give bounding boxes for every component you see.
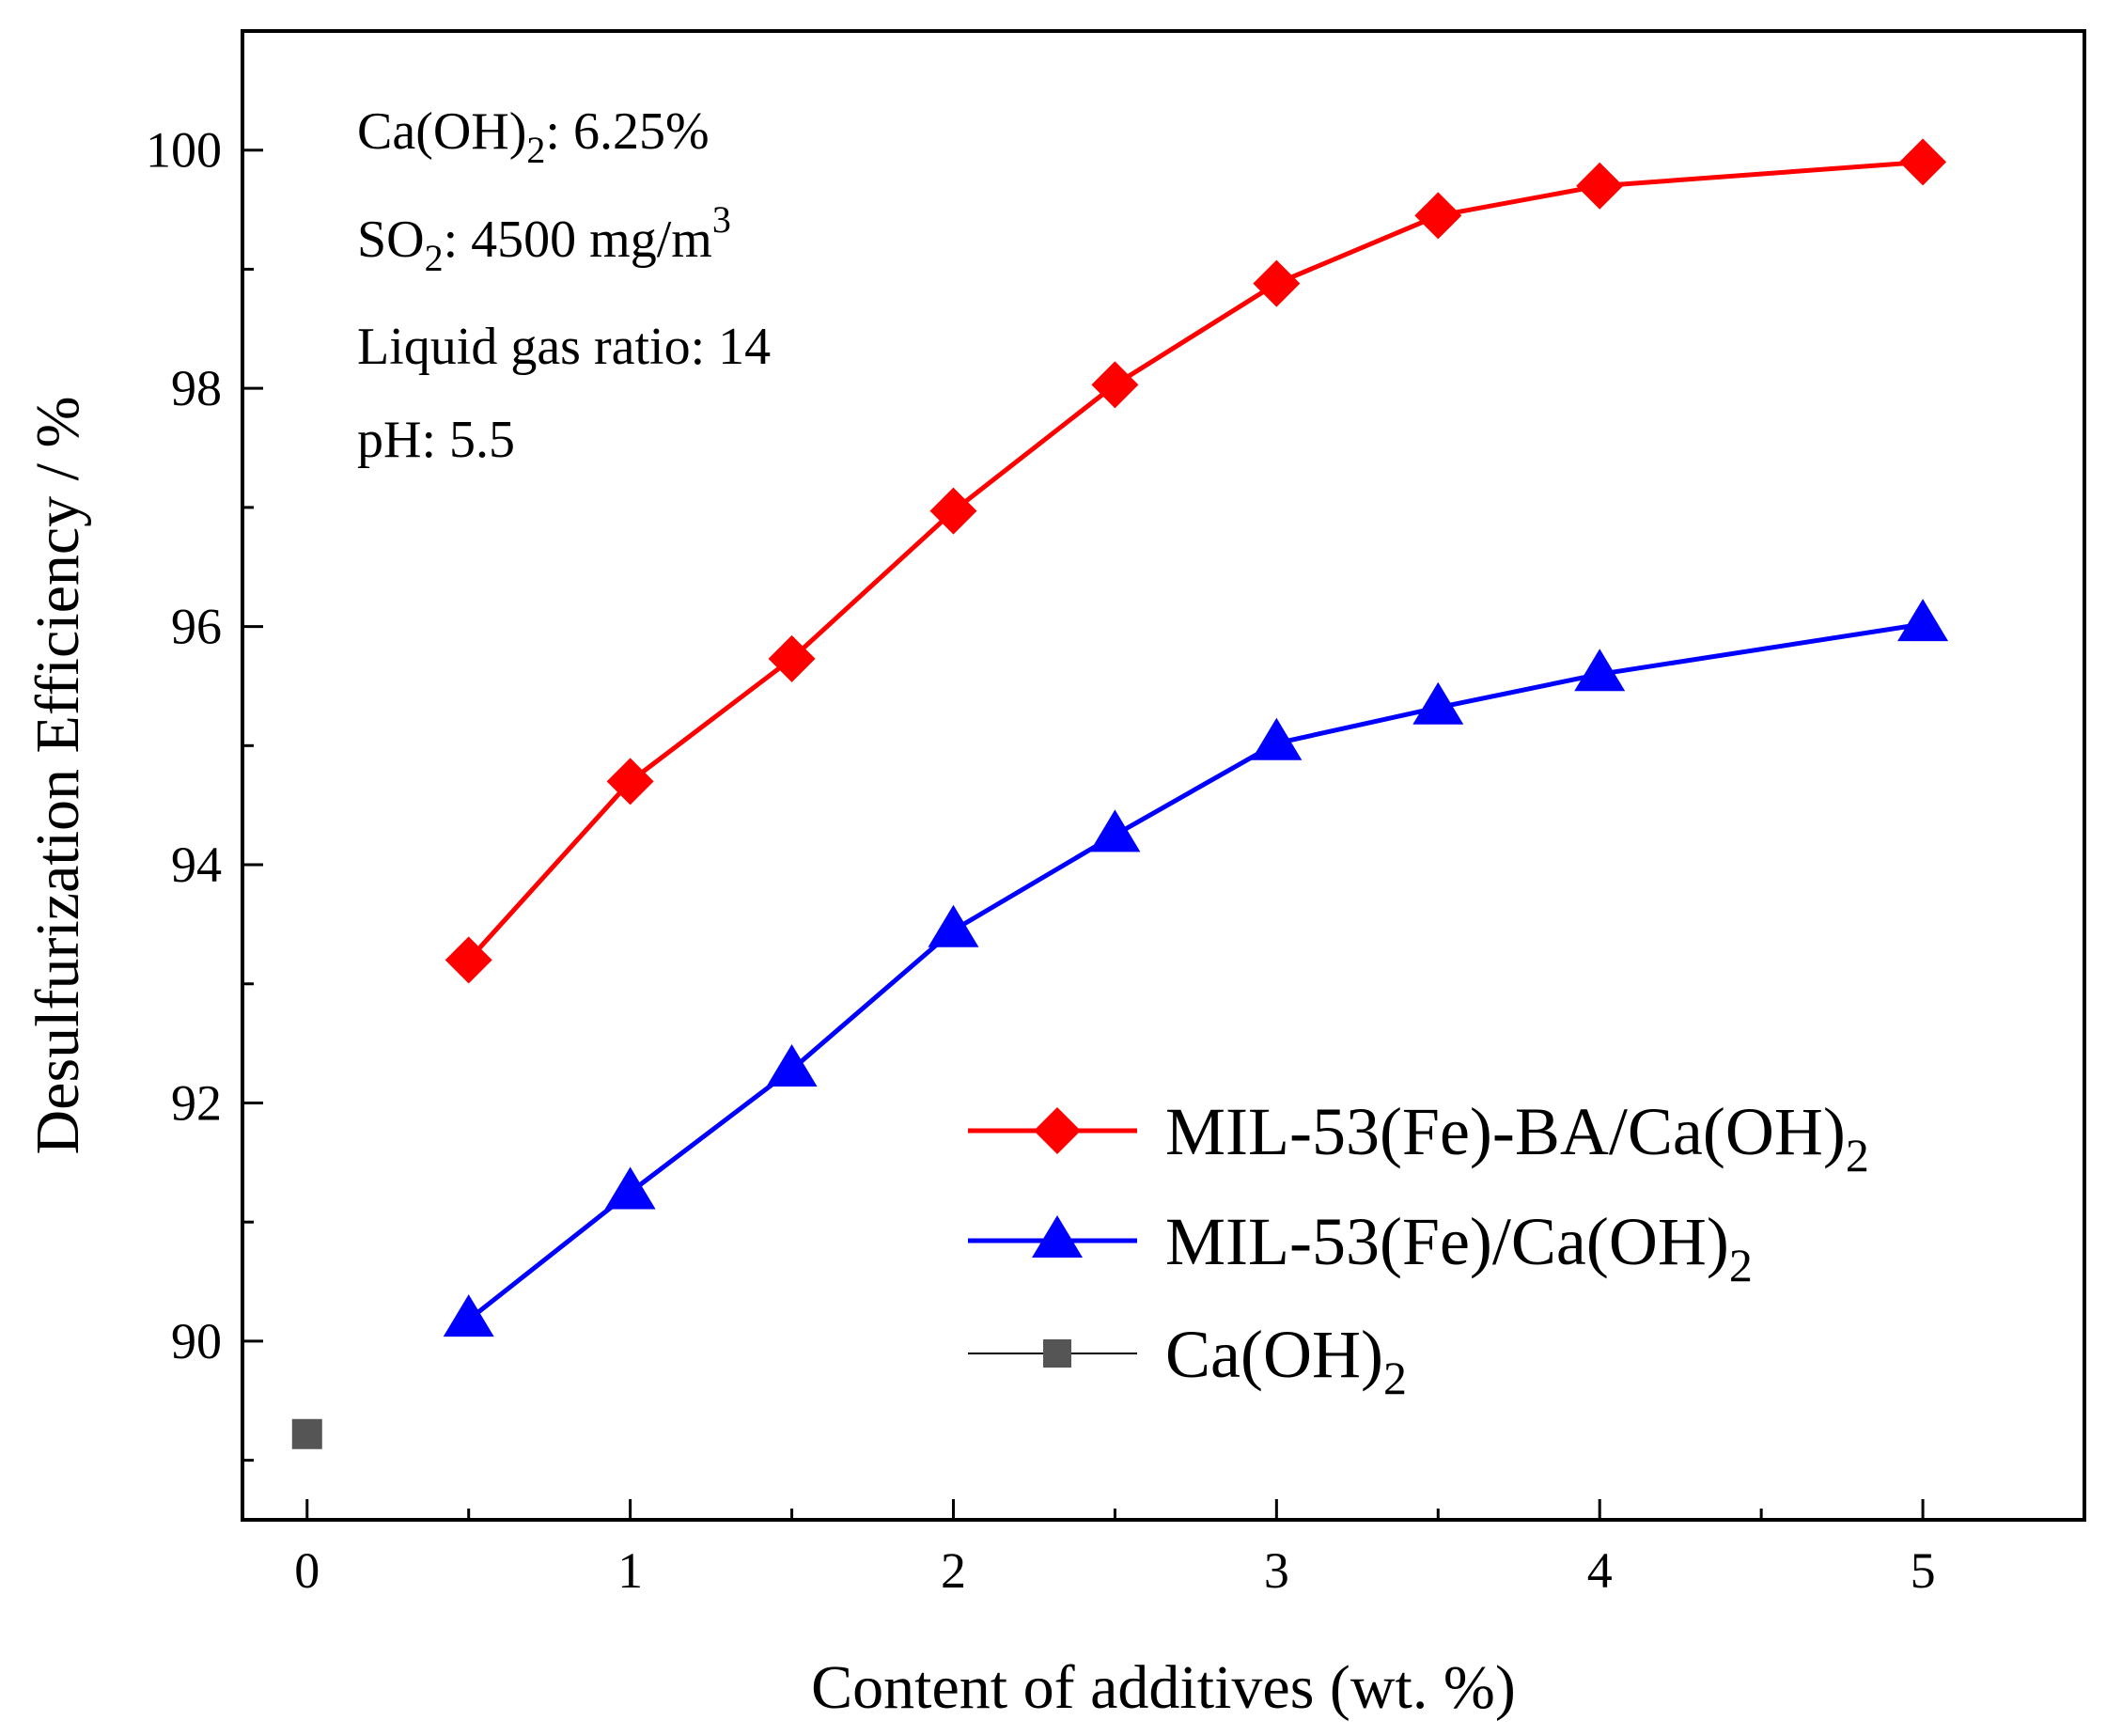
data-point-triangle <box>928 904 979 947</box>
legend-label-caoh2: Ca(OH)2 <box>1165 1317 1407 1404</box>
data-point-square <box>291 1418 322 1449</box>
series-diamond <box>445 138 1947 984</box>
legend-marker-triangle <box>1032 1215 1083 1258</box>
series-line <box>466 159 1924 962</box>
annotation-so2: SO2: 4500 mg/m3 <box>357 198 731 279</box>
legend-label-mil53: MIL-53(Fe)/Ca(OH)2 <box>1165 1204 1753 1291</box>
legend-marker-square <box>1043 1339 1071 1368</box>
data-point-triangle <box>1574 649 1626 692</box>
data-point-triangle <box>1897 599 1949 642</box>
legend-label-mil53-ba: MIL-53(Fe)-BA/Ca(OH)2 <box>1165 1094 1869 1181</box>
data-point-diamond <box>1253 259 1301 307</box>
legend-marker-diamond <box>1034 1107 1081 1154</box>
data-point-triangle <box>1251 717 1303 760</box>
y-tick-label: 94 <box>171 837 222 893</box>
plot-frame <box>241 29 2086 1522</box>
data-point-triangle <box>604 1166 656 1210</box>
data-point-diamond <box>606 758 654 805</box>
y-tick-label: 98 <box>171 360 222 416</box>
data-point-diamond <box>1899 138 1947 186</box>
series-square <box>291 1418 322 1449</box>
x-tick-label: 4 <box>1587 1542 1613 1599</box>
data-point-diamond <box>1414 192 1462 240</box>
legend-entry-mil53-ba: MIL-53(Fe)-BA/Ca(OH)2 <box>968 1094 1869 1181</box>
data-point-triangle <box>1412 681 1464 725</box>
annotation-ph: pH: 5.5 <box>357 411 515 469</box>
data-point-diamond <box>445 936 492 984</box>
x-tick-label: 1 <box>617 1542 643 1599</box>
series-layer <box>291 138 1949 1449</box>
x-tick-label: 3 <box>1264 1542 1289 1599</box>
x-tick-label: 5 <box>1911 1542 1936 1599</box>
annotation-caoh2: Ca(OH)2: 6.25% <box>357 102 710 171</box>
x-tick-label: 0 <box>294 1542 320 1599</box>
labels-layer: 0 1 2 3 4 5 90 92 94 96 98 100 <box>146 122 1936 1599</box>
y-tick-label: 90 <box>171 1313 222 1369</box>
x-axis-title: Content of additives (wt. %) <box>811 1653 1516 1722</box>
y-tick-label: 92 <box>171 1074 222 1131</box>
annotation-liquid-gas-ratio: Liquid gas ratio: 14 <box>357 318 771 376</box>
data-point-diamond <box>1091 361 1139 409</box>
series-triangle <box>443 599 1949 1337</box>
data-point-diamond <box>768 634 816 682</box>
data-point-triangle <box>1089 809 1141 852</box>
legend: MIL-53(Fe)-BA/Ca(OH)2 MIL-53(Fe)/Ca(OH)2… <box>968 1094 1869 1404</box>
y-axis-title: Desulfurization Efficiency / % <box>23 397 92 1155</box>
legend-entry-caoh2: Ca(OH)2 <box>968 1317 1407 1404</box>
data-point-diamond <box>929 487 977 535</box>
data-point-diamond <box>1576 162 1624 210</box>
y-tick-label: 100 <box>146 122 222 179</box>
data-point-triangle <box>766 1043 818 1087</box>
legend-entry-mil53: MIL-53(Fe)/Ca(OH)2 <box>968 1204 1753 1291</box>
condition-annotations: Ca(OH)2: 6.25% SO2: 4500 mg/m3 Liquid ga… <box>357 102 771 469</box>
y-tick-label: 96 <box>171 599 222 655</box>
x-tick-label: 2 <box>941 1542 966 1599</box>
data-point-triangle <box>443 1294 494 1337</box>
